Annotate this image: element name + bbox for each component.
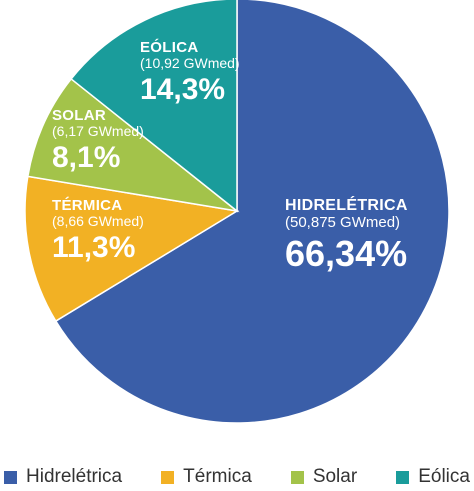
legend-item-solar: Solar xyxy=(290,466,358,488)
legend-item-termica: Térmica xyxy=(161,466,252,488)
legend-label: Solar xyxy=(312,466,358,487)
pie-slice-hidreletrica xyxy=(54,0,450,424)
slice-amount: (10,92 GWmed) xyxy=(140,54,240,71)
legend-label: Hidrelétrica xyxy=(26,466,123,487)
legend-item-hidreletrica: Hidrelétrica xyxy=(4,466,122,488)
slice-percent: 14,3% xyxy=(140,73,226,107)
legend-item-eolica: Eólica xyxy=(396,466,470,488)
slice-label-hidreletrica: HIDRELÉTRICA (50,875 GWmed) 66,34% xyxy=(285,197,408,274)
slice-amount: (6,17 GWmed) xyxy=(52,122,144,139)
slice-amount: (8,66 GWmed) xyxy=(52,212,144,229)
legend-swatch xyxy=(4,470,17,484)
pie-slice-eolica xyxy=(70,0,238,213)
pie-slice-termica xyxy=(24,175,240,323)
legend-label: Térmica xyxy=(183,466,252,487)
chart-legend: Hidrelétrica Térmica Solar Eólica xyxy=(0,466,474,488)
slice-amount: (50,875 GWmed) xyxy=(285,213,401,231)
slice-percent: 11,3% xyxy=(52,231,136,265)
pie-slice-solar xyxy=(26,77,240,213)
slice-label-termica: TÉRMICA (8,66 GWmed) 11,3% xyxy=(52,198,144,264)
slice-name: SOLAR xyxy=(52,107,106,124)
slice-percent: 8,1% xyxy=(52,141,121,175)
legend-swatch xyxy=(396,470,410,484)
slice-name: EÓLICA xyxy=(140,39,199,56)
legend-swatch xyxy=(161,470,175,484)
slice-label-eolica: EÓLICA (10,92 GWmed) 14,3% xyxy=(140,40,240,106)
slice-name: TÉRMICA xyxy=(52,197,123,214)
legend-swatch xyxy=(290,470,304,484)
slice-name: HIDRELÉTRICA xyxy=(285,197,408,214)
slice-percent: 66,34% xyxy=(285,232,408,274)
slice-label-solar: SOLAR (6,17 GWmed) 8,1% xyxy=(52,108,144,174)
legend-label: Eólica xyxy=(418,466,470,487)
